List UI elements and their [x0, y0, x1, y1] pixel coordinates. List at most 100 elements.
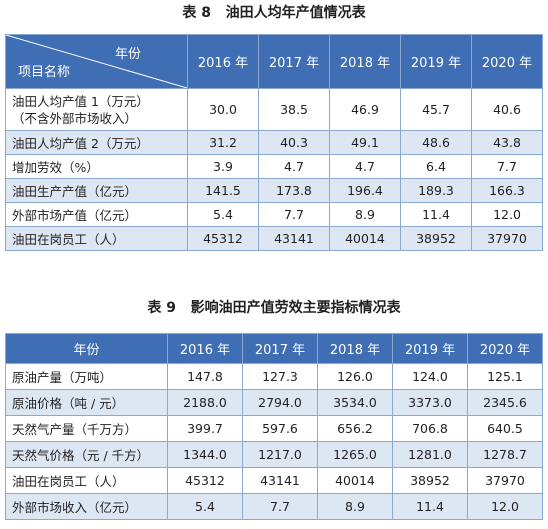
table-cell: 49.1	[329, 130, 401, 155]
column-header: 2020 年	[471, 34, 543, 89]
row-label: 原油价格（吨 / 元）	[5, 389, 168, 416]
row-label: 外部市场产值（亿元）	[5, 202, 188, 227]
row-label: 油田在岗员工（人）	[5, 226, 188, 251]
column-header: 2019 年	[392, 333, 468, 364]
table-cell: 7.7	[258, 202, 330, 227]
column-header: 2017 年	[258, 34, 330, 89]
table-9-caption: 表 9 影响油田产值劳效主要指标情况表	[147, 300, 401, 316]
table-cell: 126.0	[317, 363, 393, 390]
row-label: 天然气价格（元 / 千方）	[5, 441, 168, 468]
table-8: 年份 项目名称 2016 年 2017 年 2018 年 2019 年 2020…	[5, 34, 543, 251]
header-year-label: 年份	[5, 333, 168, 364]
row-label: 油田人均产值 2（万元）	[5, 130, 188, 155]
table-cell: 38952	[392, 467, 468, 494]
table-cell: 640.5	[467, 415, 543, 442]
table-cell: 40.6	[471, 88, 543, 131]
table-cell: 706.8	[392, 415, 468, 442]
table-cell: 40014	[329, 226, 401, 251]
table-row: 原油产量（万吨） 147.8 127.3 126.0 124.0 125.1	[5, 363, 543, 390]
table-cell: 46.9	[329, 88, 401, 131]
table-cell: 5.4	[187, 202, 259, 227]
header-year-label: 年份	[114, 47, 141, 62]
table-row: 原油价格（吨 / 元） 2188.0 2794.0 3534.0 3373.0 …	[5, 389, 543, 416]
table-cell: 48.6	[400, 130, 472, 155]
table-cell: 4.7	[258, 154, 330, 179]
row-label: 油田人均产值 1（万元） （不含外部市场收入）	[5, 88, 188, 131]
table-cell: 1281.0	[392, 441, 468, 468]
table-header-row: 年份 项目名称 2016 年 2017 年 2018 年 2019 年 2020…	[5, 34, 543, 89]
table-row: 油田生产产值（亿元） 141.5 173.8 196.4 189.3 166.3	[5, 178, 543, 203]
table-cell: 37970	[471, 226, 543, 251]
table-cell: 173.8	[258, 178, 330, 203]
table-row: 油田在岗员工（人） 45312 43141 40014 38952 37970	[5, 226, 543, 251]
table-cell: 124.0	[392, 363, 468, 390]
table-cell: 40.3	[258, 130, 330, 155]
table-cell: 38.5	[258, 88, 330, 131]
table-cell: 31.2	[187, 130, 259, 155]
table-cell: 45312	[167, 467, 243, 494]
table-cell: 141.5	[187, 178, 259, 203]
table-cell: 1344.0	[167, 441, 243, 468]
table-cell: 11.4	[400, 202, 472, 227]
row-label-line-1: 油田人均产值 1（万元）	[12, 93, 149, 109]
column-header: 2018 年	[317, 333, 393, 364]
table-header-row: 年份 2016 年 2017 年 2018 年 2019 年 2020 年	[5, 333, 543, 364]
table-cell: 1265.0	[317, 441, 393, 468]
table-cell: 147.8	[167, 363, 243, 390]
table-cell: 6.4	[400, 154, 472, 179]
table-cell: 2188.0	[167, 389, 243, 416]
table-cell: 7.7	[242, 493, 318, 520]
table-cell: 2794.0	[242, 389, 318, 416]
diagonal-line	[6, 35, 187, 88]
table-cell: 8.9	[329, 202, 401, 227]
column-header: 2020 年	[467, 333, 543, 364]
table-cell: 127.3	[242, 363, 318, 390]
column-header: 2016 年	[167, 333, 243, 364]
table-cell: 38952	[400, 226, 472, 251]
table-cell: 30.0	[187, 88, 259, 131]
column-header: 2017 年	[242, 333, 318, 364]
column-header: 2018 年	[329, 34, 401, 89]
table-cell: 1278.7	[467, 441, 543, 468]
table-cell: 43141	[258, 226, 330, 251]
table-cell: 1217.0	[242, 441, 318, 468]
row-label: 增加劳效（%）	[5, 154, 188, 179]
header-item-label: 项目名称	[18, 65, 71, 80]
table-cell: 3534.0	[317, 389, 393, 416]
table-cell: 189.3	[400, 178, 472, 203]
table-row: 油田人均产值 2（万元） 31.2 40.3 49.1 48.6 43.8	[5, 130, 543, 155]
table-cell: 45.7	[400, 88, 472, 131]
row-label: 油田在岗员工（人）	[5, 467, 168, 494]
table-cell: 656.2	[317, 415, 393, 442]
table-row: 天然气价格（元 / 千方） 1344.0 1217.0 1265.0 1281.…	[5, 441, 543, 468]
table-8-caption: 表 8 油田人均年产值情况表	[182, 5, 366, 21]
table-row: 油田在岗员工（人） 45312 43141 40014 38952 37970	[5, 467, 543, 494]
table-row: 天然气产量（千万方） 399.7 597.6 656.2 706.8 640.5	[5, 415, 543, 442]
table-cell: 11.4	[392, 493, 468, 520]
table-cell: 125.1	[467, 363, 543, 390]
table-cell: 8.9	[317, 493, 393, 520]
table-cell: 12.0	[467, 493, 543, 520]
diagonal-header-cell: 年份 项目名称	[5, 34, 188, 89]
table-cell: 37970	[467, 467, 543, 494]
table-cell: 399.7	[167, 415, 243, 442]
table-cell: 4.7	[329, 154, 401, 179]
table-row: 外部市场收入（亿元） 5.4 7.7 8.9 11.4 12.0	[5, 493, 543, 520]
row-label: 原油产量（万吨）	[5, 363, 168, 390]
row-label: 天然气产量（千万方）	[5, 415, 168, 442]
table-cell: 2345.6	[467, 389, 543, 416]
table-cell: 45312	[187, 226, 259, 251]
column-header: 2019 年	[400, 34, 472, 89]
table-cell: 43141	[242, 467, 318, 494]
table-row: 增加劳效（%） 3.9 4.7 4.7 6.4 7.7	[5, 154, 543, 179]
table-row: 外部市场产值（亿元） 5.4 7.7 8.9 11.4 12.0	[5, 202, 543, 227]
table-9: 年份 2016 年 2017 年 2018 年 2019 年 2020 年 原油…	[5, 333, 543, 520]
row-label: 外部市场收入（亿元）	[5, 493, 168, 520]
table-cell: 3373.0	[392, 389, 468, 416]
table-cell: 166.3	[471, 178, 543, 203]
table-cell: 12.0	[471, 202, 543, 227]
table-cell: 196.4	[329, 178, 401, 203]
table-cell: 597.6	[242, 415, 318, 442]
row-label-line-2: （不含外部市场收入）	[12, 110, 138, 126]
table-cell: 7.7	[471, 154, 543, 179]
